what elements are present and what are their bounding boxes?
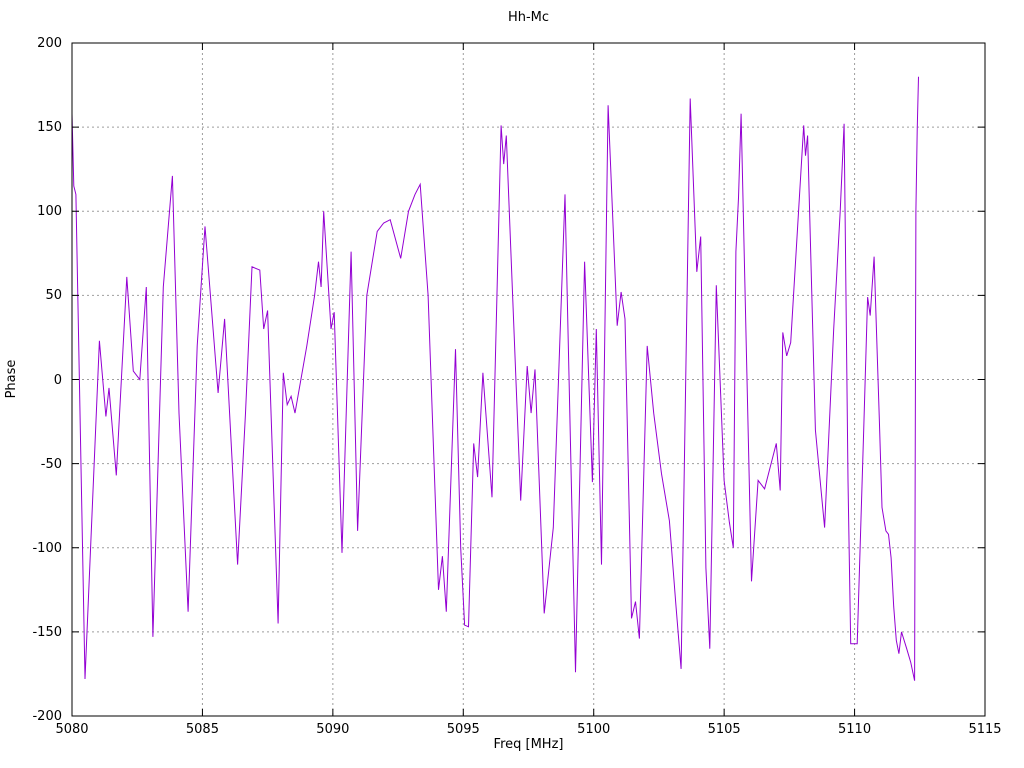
y-tick-label: 100 xyxy=(37,204,62,220)
y-tick-label: -150 xyxy=(32,624,62,640)
y-tick-label: -50 xyxy=(40,456,62,472)
x-tick-label: 5080 xyxy=(55,722,89,737)
series-line xyxy=(71,76,919,681)
chart-title: Hh-Mc xyxy=(507,10,550,25)
y-tick-label: 50 xyxy=(45,288,62,304)
x-tick-label: 5100 xyxy=(577,722,611,737)
x-axis-label: Freq [MHz] xyxy=(493,737,564,752)
x-tick-label: 5105 xyxy=(707,722,741,737)
y-tick-label: 0 xyxy=(53,372,62,388)
x-tick-label: 5085 xyxy=(185,722,219,737)
y-tick-label: 150 xyxy=(37,120,62,136)
y-tick-label: 200 xyxy=(37,36,62,51)
y-tick-label: -200 xyxy=(32,709,62,724)
x-tick-label: 5110 xyxy=(838,722,872,737)
x-tick-label: 5115 xyxy=(968,722,1002,737)
x-tick-label: 5095 xyxy=(446,722,480,737)
x-tick-label: 5090 xyxy=(316,722,350,737)
y-tick-label: -100 xyxy=(32,540,62,556)
